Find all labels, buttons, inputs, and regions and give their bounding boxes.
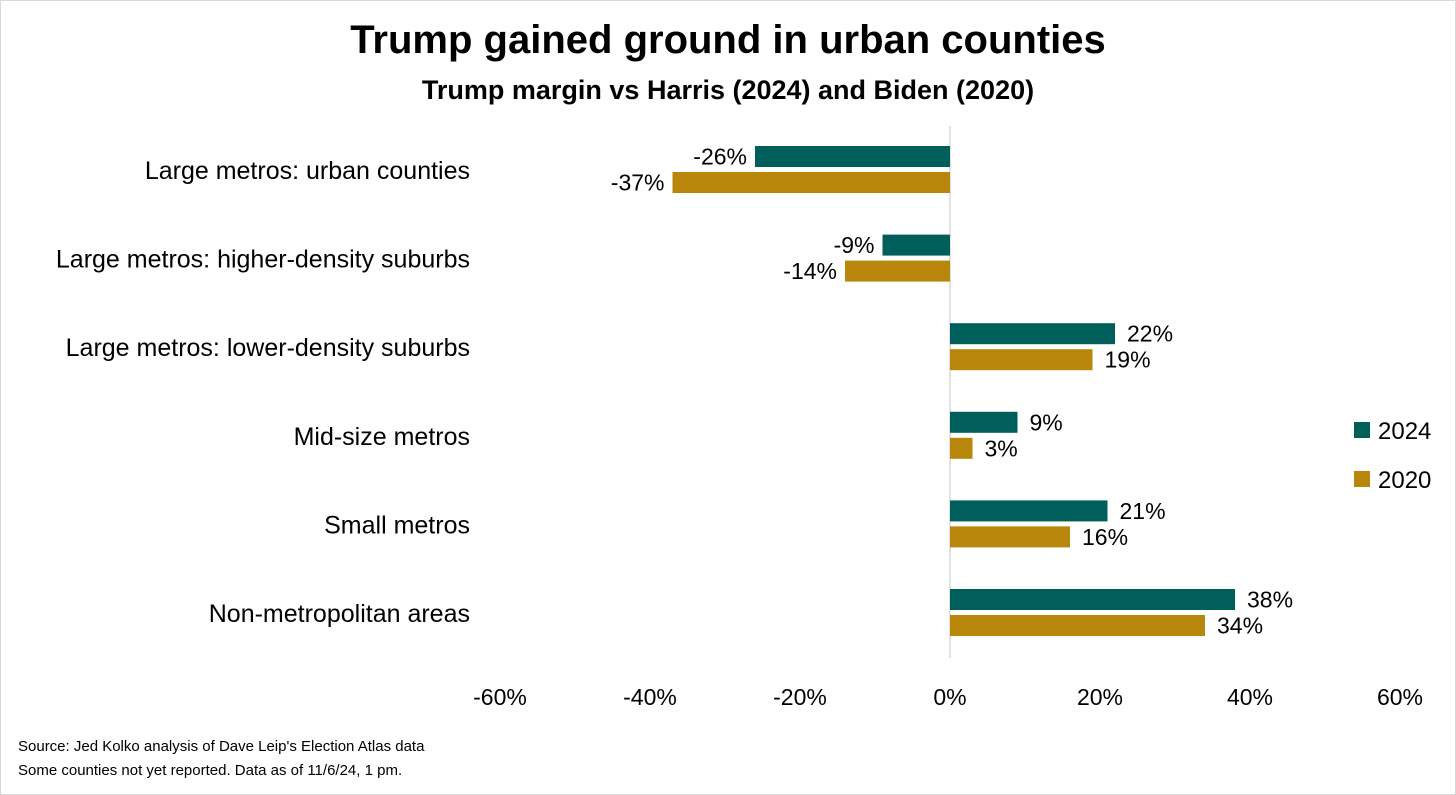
bar-2020 — [950, 437, 973, 459]
x-tick-label: 20% — [1077, 684, 1123, 710]
x-tick-label: 40% — [1227, 684, 1273, 710]
data-label-2024: -9% — [834, 232, 875, 258]
category-label: Small metros — [324, 511, 470, 539]
source-note: Source: Jed Kolko analysis of Dave Leip'… — [18, 735, 424, 783]
bar-2024 — [950, 411, 1018, 433]
data-label-2024: 22% — [1127, 321, 1173, 347]
bar-2020 — [950, 349, 1093, 371]
bar-2024 — [950, 589, 1235, 610]
data-label-2020: -14% — [783, 258, 837, 284]
x-tick-label: -40% — [623, 684, 677, 710]
bar-2020 — [845, 260, 950, 282]
x-tick-label: 60% — [1377, 684, 1423, 710]
bar-2024 — [882, 234, 950, 256]
category-label: Non-metropolitan areas — [209, 600, 470, 628]
category-label: Large metros: lower-density suburbs — [66, 334, 470, 362]
chart-title: Trump gained ground in urban counties — [350, 18, 1106, 62]
data-label-2020: 3% — [985, 435, 1018, 461]
bar-2020 — [950, 526, 1070, 548]
chart-subtitle: Trump margin vs Harris (2024) and Biden … — [421, 75, 1035, 105]
category-label: Large metros: urban counties — [145, 157, 470, 185]
category-label: Large metros: higher-density suburbs — [56, 246, 470, 274]
x-tick-label: -60% — [473, 684, 527, 710]
category-label: Mid-size metros — [294, 423, 470, 451]
data-label-2020: 19% — [1105, 347, 1151, 373]
bar-2024 — [755, 146, 950, 167]
legend-label-2024: 2024 — [1378, 418, 1431, 445]
data-label-2024: 21% — [1120, 498, 1166, 524]
bar-2020 — [950, 615, 1205, 636]
bar-2024 — [950, 323, 1115, 345]
bar-2020 — [672, 172, 950, 193]
data-label-2024: 9% — [1030, 409, 1063, 435]
legend-label-2020: 2020 — [1378, 467, 1431, 494]
source-line-2: Some counties not yet reported. Data as … — [18, 762, 403, 779]
data-label-2024: -26% — [693, 144, 747, 170]
x-tick-label: 0% — [933, 684, 966, 710]
data-label-2020: -37% — [611, 170, 665, 196]
data-label-2024: 38% — [1247, 587, 1293, 613]
source-line-1: Source: Jed Kolko analysis of Dave Leip'… — [18, 738, 425, 755]
legend-swatch-2020 — [1354, 471, 1370, 487]
x-tick-label: -20% — [773, 684, 827, 710]
data-label-2020: 34% — [1217, 613, 1263, 639]
data-label-2020: 16% — [1082, 524, 1128, 550]
legend-swatch-2024 — [1354, 422, 1370, 438]
bar-2024 — [950, 500, 1108, 522]
